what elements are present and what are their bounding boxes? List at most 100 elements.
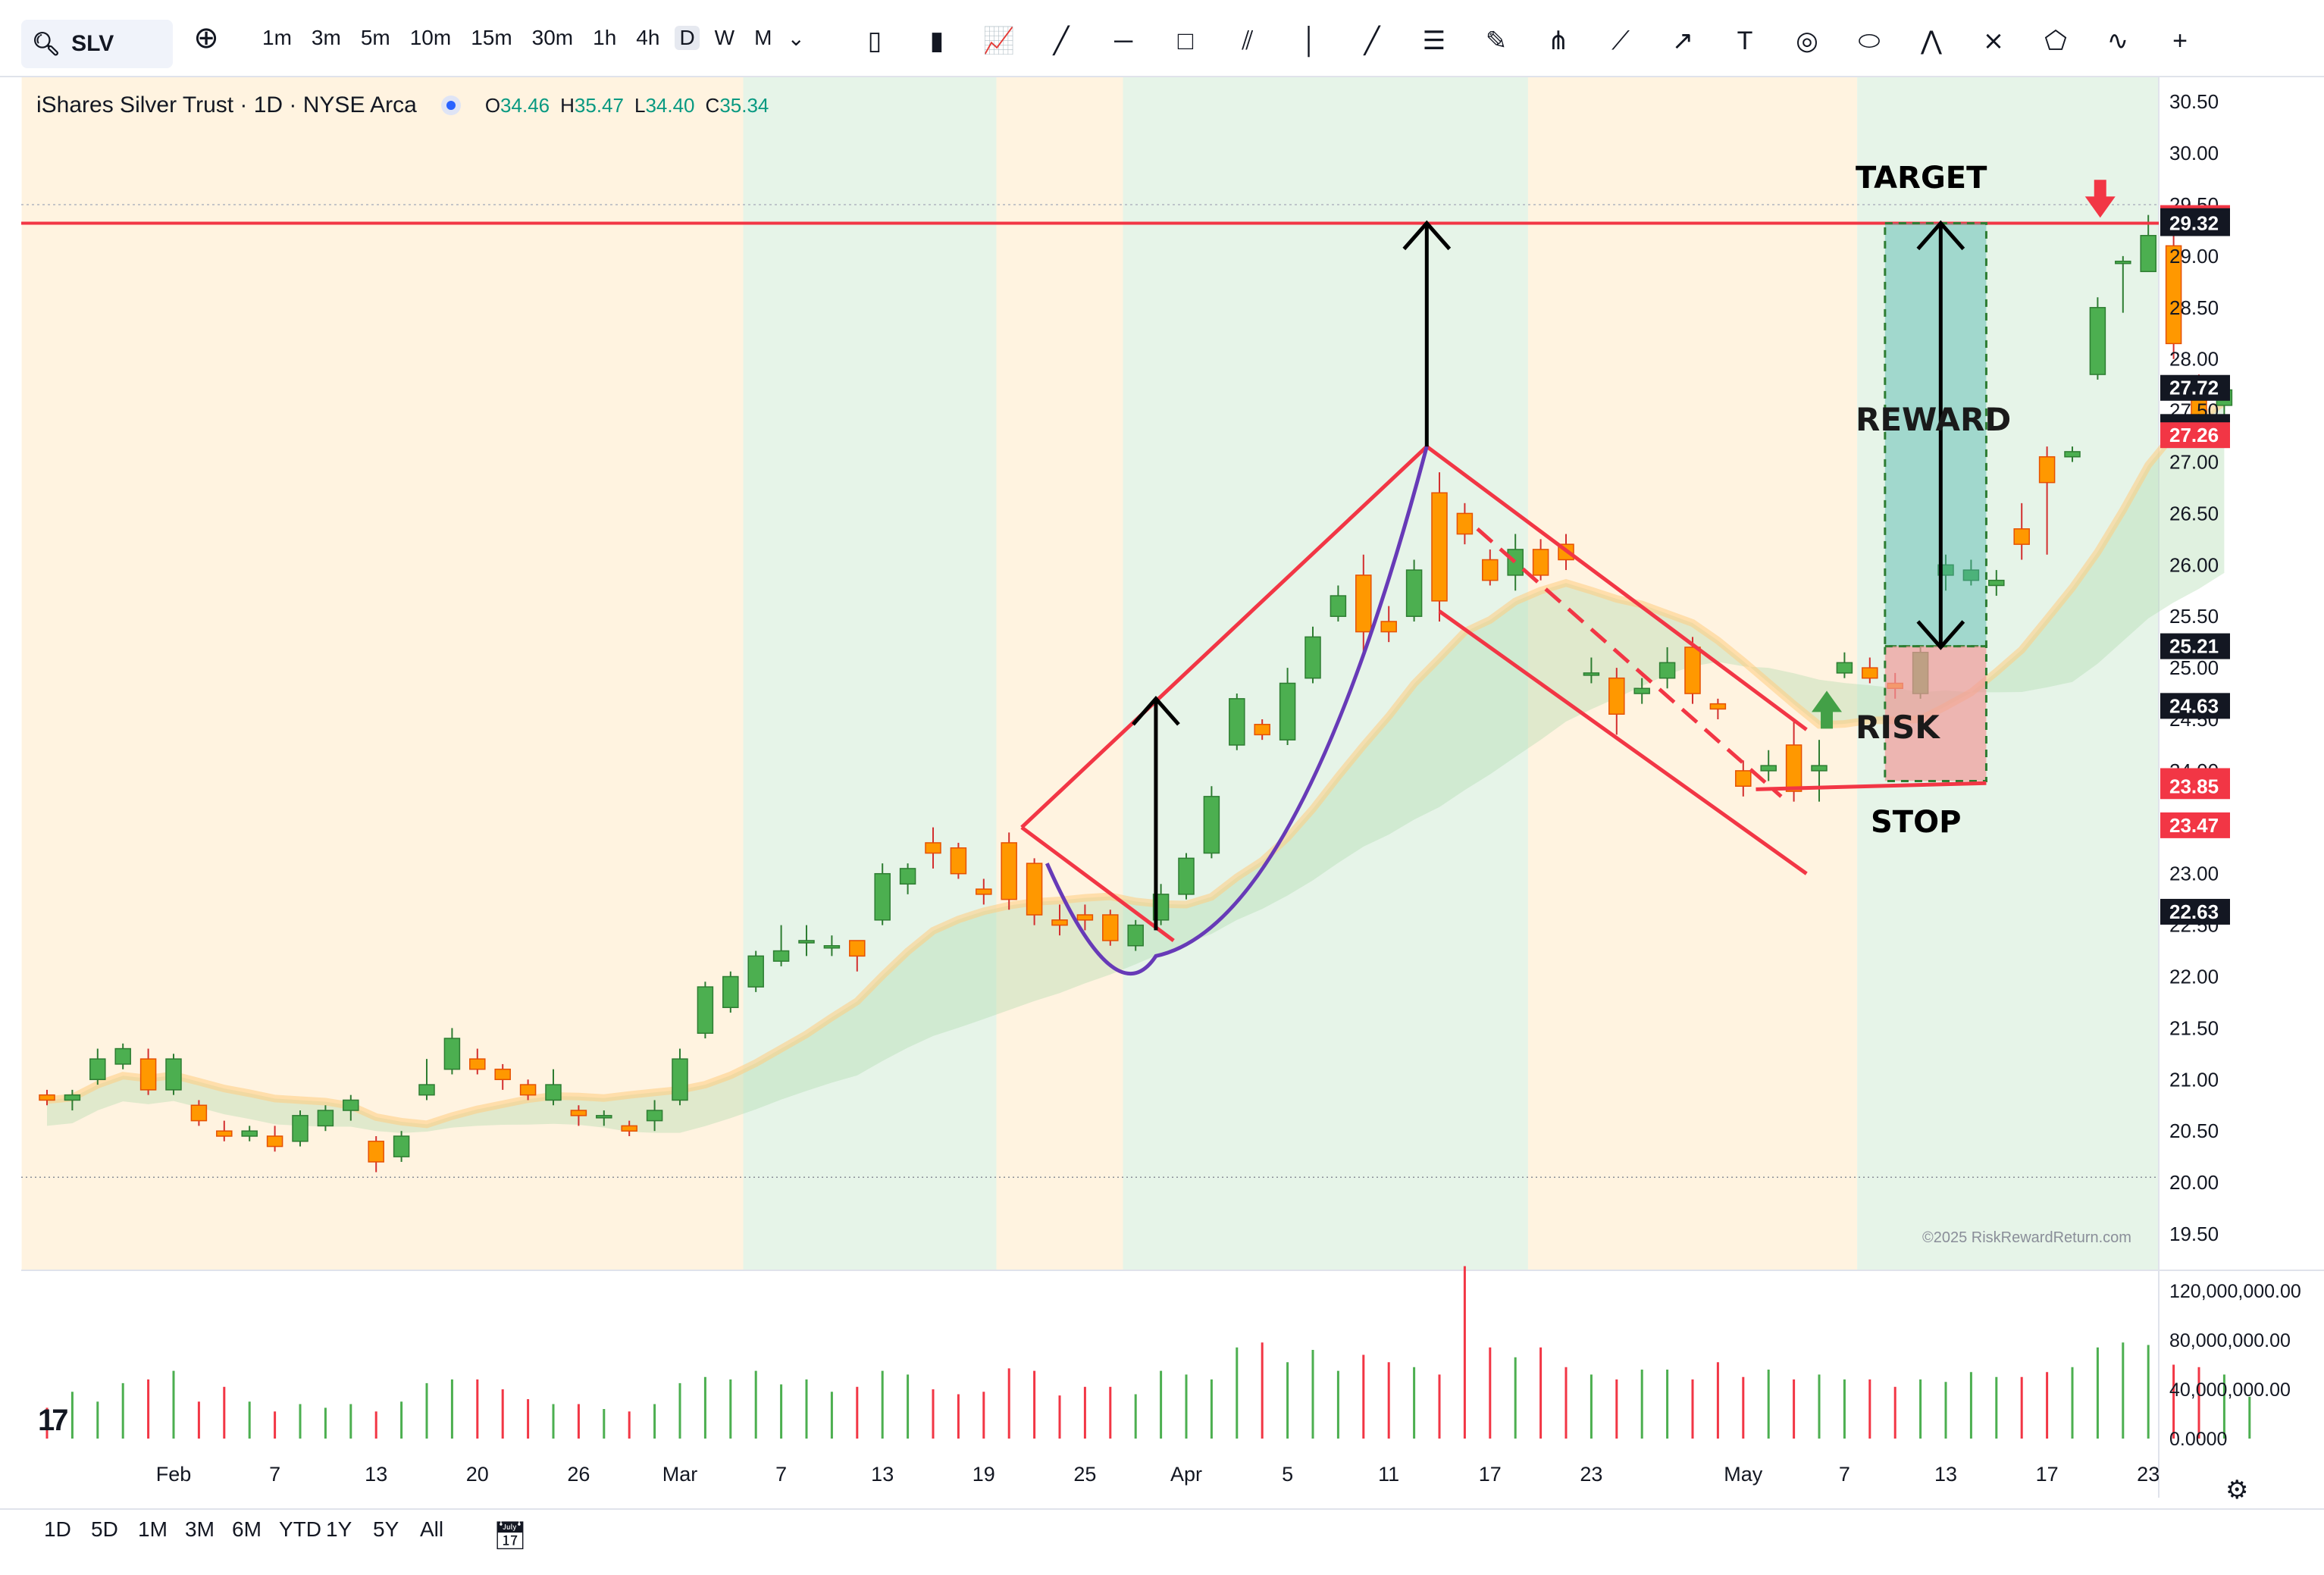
volume-bar — [881, 1370, 884, 1439]
parallel-channel-icon[interactable]: ⫽ — [1242, 26, 1254, 55]
range-YTD[interactable]: YTD — [279, 1517, 321, 1541]
range-5D[interactable]: 5D — [91, 1517, 118, 1541]
range-3M[interactable]: 3M — [185, 1517, 215, 1541]
time-tick: 7 — [775, 1463, 787, 1486]
ellipse-icon[interactable]: ⬭ — [1858, 26, 1881, 55]
volume-bar — [197, 1401, 200, 1439]
close-value: 35.34 — [719, 93, 769, 117]
time-tick: 23 — [2137, 1463, 2160, 1486]
interval-M[interactable]: M — [754, 26, 772, 49]
interval-10m[interactable]: 10m — [409, 26, 452, 49]
candlestick-icon[interactable]: ▮ — [929, 27, 944, 55]
interval-30m[interactable]: 30m — [531, 26, 574, 49]
vertical-line-icon[interactable]: │ — [1301, 26, 1318, 55]
elliott-wave-icon[interactable]: ⋀ — [1921, 27, 1942, 55]
volume-bar — [1564, 1367, 1568, 1439]
candle-body — [1811, 765, 1828, 772]
candle-body — [165, 1058, 182, 1091]
rectangle-icon[interactable]: □ — [1177, 26, 1194, 55]
interval-bar: 1m 3m 5m 10m 15m 30m 1h 4h D W M ⌄ — [258, 21, 805, 55]
pitchfork-icon[interactable]: ⋔ — [1547, 27, 1570, 55]
price-tick: 25.50 — [2169, 605, 2219, 628]
candle-body — [2013, 528, 2030, 545]
trend-line-icon[interactable]: ╱ — [1053, 27, 1070, 55]
drawings — [21, 180, 2159, 976]
interval-4h[interactable]: 4h — [636, 26, 660, 49]
xabcd-pattern-icon[interactable]: ⨯ — [1982, 27, 2005, 55]
time-tick: 7 — [1839, 1463, 1850, 1486]
date-range-icon[interactable]: 📅︎ — [493, 1520, 528, 1551]
candle-body — [1658, 662, 1676, 679]
crosshair-icon[interactable]: + — [2172, 26, 2188, 55]
volume-bar — [1185, 1374, 1188, 1439]
interval-5m[interactable]: 5m — [360, 26, 390, 49]
brush-icon[interactable]: ✎ — [1485, 27, 1508, 55]
candle-body — [1962, 569, 1980, 581]
candle-body — [621, 1125, 637, 1132]
indicators-icon[interactable]: 📈 — [982, 27, 1016, 55]
interval-3m[interactable]: 3m — [311, 26, 341, 49]
range-1D[interactable]: 1D — [44, 1517, 71, 1541]
range-5Y[interactable]: 5Y — [373, 1517, 399, 1541]
volume-bar — [703, 1376, 706, 1439]
interval-D[interactable]: D — [675, 26, 700, 50]
range-All[interactable]: All — [420, 1517, 444, 1541]
volume-bar — [1691, 1379, 1694, 1439]
range-1Y[interactable]: 1Y — [326, 1517, 352, 1541]
line-icon[interactable]: ╱ — [1364, 27, 1380, 55]
candle-body — [469, 1058, 486, 1070]
target-icon[interactable]: ◎ — [1796, 27, 1818, 55]
volume-bar — [1919, 1379, 1922, 1439]
volume-bar — [830, 1392, 833, 1439]
settings-gear-icon[interactable]: ⚙ — [2225, 1476, 2249, 1505]
time-tick: 20 — [466, 1463, 489, 1486]
price-label: 24.63 — [2169, 694, 2219, 717]
price-label-box — [2160, 773, 2230, 800]
volume-bar — [1843, 1379, 1846, 1439]
interval-chevron-down-icon[interactable]: ⌄ — [787, 26, 805, 50]
volume-bar — [1058, 1395, 1061, 1439]
polygon-icon[interactable]: ⬠ — [2044, 27, 2067, 55]
symbol-search[interactable]: 🔍︎ SLV — [21, 20, 173, 68]
volume-bar — [678, 1382, 681, 1439]
horizontal-ray-icon[interactable]: ─ — [1113, 26, 1133, 55]
bar-chart-icon[interactable]: ▯ — [867, 27, 882, 55]
candle-body — [2038, 456, 2056, 484]
arrow-icon[interactable]: ↗ — [1671, 27, 1694, 55]
candle-body — [443, 1038, 461, 1070]
volume-bar — [1995, 1376, 1998, 1439]
volume-tick: 80,000,000.00 — [2169, 1330, 2291, 1351]
moving-average-band — [46, 398, 2227, 1133]
abc-pattern-icon[interactable]: ∿ — [2106, 27, 2129, 55]
path-icon[interactable]: ⟋ — [1611, 26, 1630, 55]
visibility-icon[interactable] — [440, 96, 461, 115]
volume-bar — [527, 1399, 530, 1439]
session-neutral — [996, 76, 1123, 1270]
price-label: 25.21 — [2169, 635, 2219, 658]
text-icon[interactable]: T — [1737, 26, 1753, 55]
interval-1m[interactable]: 1m — [262, 26, 292, 49]
candle-body — [596, 1115, 612, 1119]
fib-retracement-icon[interactable]: ☰ — [1422, 27, 1446, 55]
volume-bar — [1413, 1367, 1416, 1439]
add-symbol-icon[interactable]: ⊕ — [193, 21, 219, 55]
volume-bar — [501, 1389, 504, 1439]
price-tick: 30.50 — [2169, 90, 2219, 113]
range-6M[interactable]: 6M — [232, 1517, 262, 1541]
price-label: 27.72 — [2169, 377, 2219, 399]
low-value: 34.40 — [645, 93, 695, 117]
candle-body — [1684, 647, 1701, 694]
volume-bar — [1793, 1379, 1796, 1439]
candle-body — [2165, 245, 2182, 345]
channel-lower-line — [1438, 609, 1808, 875]
interval-1h[interactable]: 1h — [593, 26, 617, 49]
range-1M[interactable]: 1M — [138, 1517, 168, 1541]
interval-15m[interactable]: 15m — [471, 26, 512, 49]
measured-move-arrow-head — [1402, 220, 1452, 251]
interval-W[interactable]: W — [714, 26, 735, 49]
candle-body — [1456, 512, 1474, 535]
candle-body — [1178, 857, 1195, 895]
candle-body — [1203, 796, 1220, 854]
candle-body — [39, 1094, 55, 1101]
